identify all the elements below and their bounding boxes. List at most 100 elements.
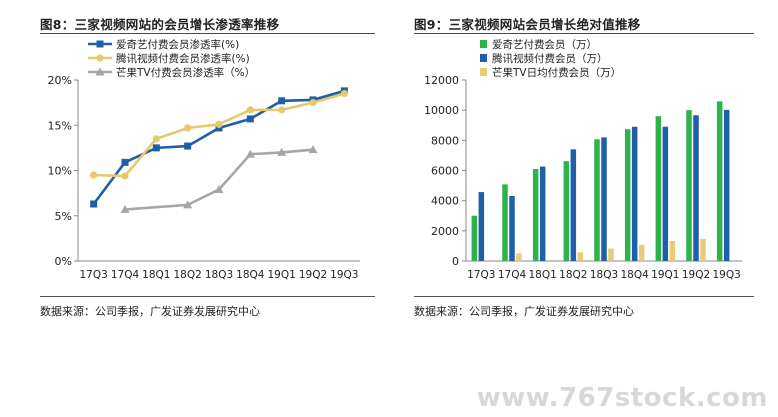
x-tick-label: 18Q4 [621,269,650,281]
y-tick-label: 5% [55,210,72,223]
data-point [184,124,192,132]
bar [662,126,669,261]
x-tick-label: 18Q1 [142,269,170,281]
bar [608,248,614,261]
left-line-chart: 0%5%10%15%20%17Q3 17Q4 18Q1 18Q2 18Q3 18Q4 19Q… [48,38,360,281]
data-point [215,120,223,128]
data-point [246,115,254,123]
series-line [124,148,314,211]
data-point [278,106,286,114]
y-tick-label: 0% [55,255,72,268]
bar [723,109,730,262]
y-tick-label: 10000 [424,104,459,117]
right-title-rule [414,33,754,34]
bar [631,126,638,261]
y-tick-label: 2000 [431,225,459,238]
data-point [246,106,254,114]
bar [655,116,662,261]
y-tick-label: 8000 [431,134,459,147]
data-point [278,97,286,105]
watermark-text: www.767stock.com [476,383,768,413]
data-point [121,172,129,180]
data-point [183,200,193,209]
bar [594,139,600,261]
left-title-rule [40,33,375,34]
x-tick-label: 18Q1 [529,269,557,281]
x-tick-label: 18Q2 [559,269,587,281]
x-tick-label: 17Q3 [467,269,495,281]
legend-marker [95,67,105,76]
bar [716,101,723,261]
y-tick-label: 15% [48,119,72,132]
bar [478,192,485,261]
left-source-text: 数据来源：公司季报，广发证券发展研究中心 [40,305,260,318]
x-tick-label: 17Q4 [111,269,140,281]
data-point [90,171,98,179]
legend-swatch [480,40,487,48]
data-point [245,149,255,158]
data-point [90,200,98,208]
data-point [277,147,287,156]
legend-swatch [480,54,487,62]
right-source-rule [414,296,754,297]
bar [516,253,522,261]
bar [563,161,570,261]
legend-label: 腾讯视频付费会员（万） [492,52,608,65]
x-tick-label: 18Q3 [205,269,233,281]
bar [539,166,546,261]
right-figure-title: 图9：三家视频网站会员增长绝对值推移 [414,17,641,32]
x-tick-label: 18Q3 [590,269,618,281]
legend-marker [96,54,104,62]
bar [502,184,508,261]
y-tick-label: 12000 [424,74,459,87]
bar [577,252,584,261]
legend-label: 腾讯视频付费会员渗透率(%) [116,52,250,65]
y-tick-label: 20% [48,74,72,87]
series-line [93,92,345,178]
y-tick-label: 0 [452,255,459,268]
data-point [121,158,129,166]
bar [686,110,692,262]
legend-swatch [480,68,487,76]
x-tick-label: 17Q4 [498,269,527,281]
bar [700,238,706,261]
bar [509,195,515,261]
x-tick-label: 19Q2 [299,269,327,281]
data-point [309,99,317,107]
data-point [214,185,224,194]
left-figure-title: 图8：三家视频网站的会员增长渗透率推移 [40,17,280,32]
x-tick-label: 19Q1 [651,269,679,281]
data-point [184,142,192,150]
bar [601,137,607,261]
x-tick-label: 19Q3 [330,269,358,281]
bar [624,129,631,261]
bar [471,215,478,261]
legend-label: 爱奇艺付费会员渗透率(%) [116,38,239,51]
x-tick-label: 18Q4 [236,269,265,281]
x-tick-label: 18Q2 [174,269,202,281]
data-point [152,144,160,152]
legend-label: 芒果TV付费会员渗透率（%） [116,66,255,79]
data-point [152,135,160,143]
bar [638,244,645,261]
data-point [120,204,130,213]
legend-marker [96,40,104,48]
y-tick-label: 6000 [431,165,459,178]
data-point [340,89,348,98]
bar [669,241,676,261]
bar [532,168,539,261]
y-tick-label: 4000 [431,195,459,208]
x-tick-label: 17Q3 [80,269,108,281]
x-tick-label: 19Q1 [268,269,296,281]
right-source-text: 数据来源：公司季报，广发证券发展研究中心 [414,305,634,318]
data-point [215,124,223,132]
data-point [308,145,318,154]
bar [693,115,699,261]
x-tick-label: 19Q2 [682,269,710,281]
left-source-rule [40,296,375,297]
legend-label: 芒果TV日均付费会员（万） [492,66,621,79]
x-tick-label: 19Q3 [713,269,741,281]
bar [570,149,577,261]
legend-label: 爱奇艺付费会员（万） [492,38,597,51]
